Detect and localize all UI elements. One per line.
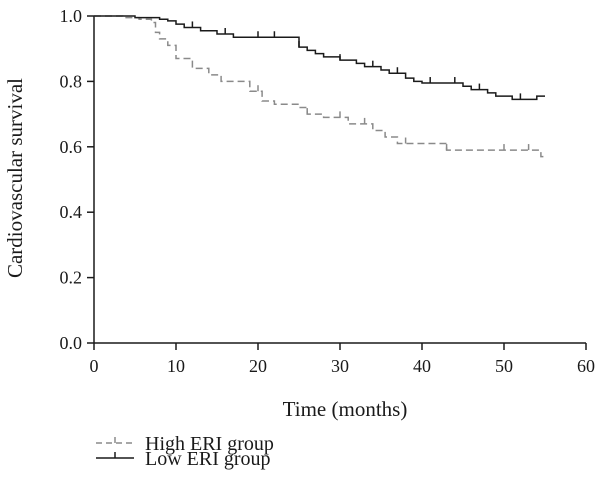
y-tick-label: 0.4 [60, 202, 83, 222]
x-tick-label: 30 [331, 356, 349, 376]
y-tick-label: 1.0 [60, 6, 83, 26]
legend-item-high: High ERI group [96, 433, 274, 455]
x-tick-label: 40 [413, 356, 431, 376]
y-axis-title: Cardiovascular survival [3, 78, 27, 278]
y-tick-label: 0.0 [60, 333, 83, 353]
x-ticks: 0 10 20 30 40 50 60 [90, 343, 595, 376]
x-tick-label: 20 [249, 356, 267, 376]
x-axis-title: Time (months) [283, 397, 408, 421]
x-tick-label: 50 [495, 356, 513, 376]
legend-label-high: High ERI group [145, 433, 274, 455]
series-layer [94, 15, 545, 158]
x-tick-label: 10 [167, 356, 185, 376]
series-line-low [94, 15, 545, 101]
series-line-high [94, 15, 545, 158]
y-ticks: 0.0 0.2 0.4 0.6 0.8 1.0 [60, 6, 94, 353]
legend-item-low: Low ERI group [96, 448, 271, 470]
legend: High ERI group Low ERI group [96, 433, 274, 470]
legend-label-low: Low ERI group [145, 448, 271, 470]
x-tick-label: 60 [577, 356, 595, 376]
y-tick-label: 0.6 [60, 137, 83, 157]
y-tick-label: 0.2 [60, 268, 83, 288]
x-tick-label: 0 [90, 356, 99, 376]
y-tick-label: 0.8 [60, 71, 83, 91]
axes: 0 10 20 30 40 50 60 0.0 0.2 0.4 0.6 0.8 1.0 [60, 6, 596, 376]
